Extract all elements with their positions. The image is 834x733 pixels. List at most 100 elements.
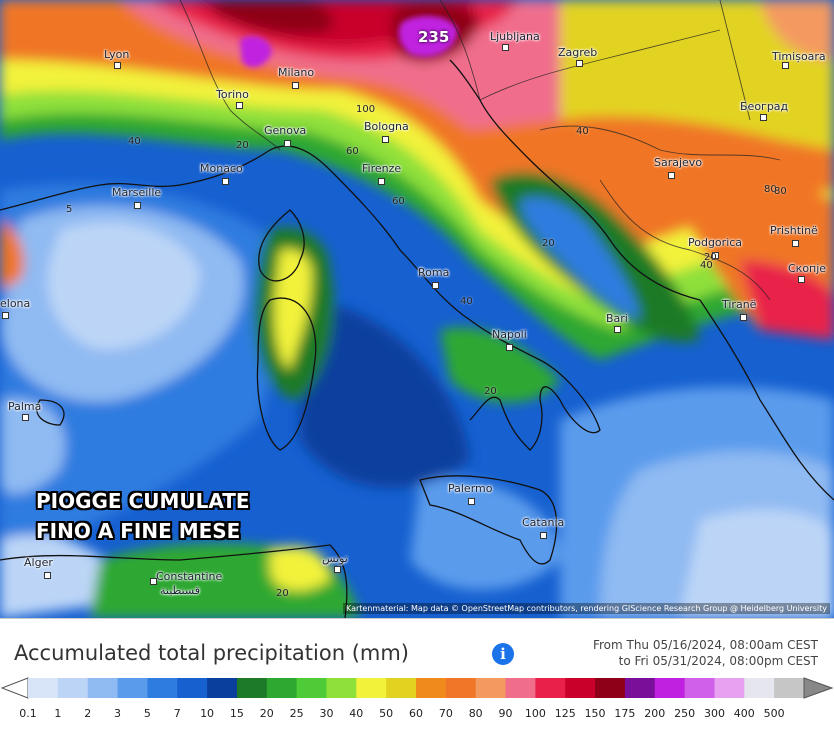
colorbar-swatch: [416, 678, 447, 698]
isoline-label: 80: [764, 184, 777, 195]
colorbar-tick: 0.1: [19, 707, 37, 720]
colorbar-tick: 25: [289, 707, 304, 720]
colorbar-swatch: [535, 678, 566, 698]
city-marker: [760, 114, 767, 121]
city-marker: [378, 178, 385, 185]
city-marker: [540, 532, 547, 539]
colorbar-tick: 20: [259, 707, 274, 720]
isoline-label: 100: [356, 104, 376, 115]
colorbar-swatch: [386, 678, 417, 698]
colorbar-tick: 90: [498, 707, 513, 720]
colorbar-tick: 400: [733, 707, 755, 720]
colorbar-tick: 150: [584, 707, 606, 720]
colorbar-tick: 10: [200, 707, 215, 720]
city-label: Zagreb: [558, 46, 598, 59]
city-label: Palermo: [448, 482, 493, 495]
colorbar-swatch: [87, 678, 119, 698]
colorbar-tick: 2: [84, 707, 92, 720]
city-marker: [432, 282, 439, 289]
colorbar-tick: 250: [674, 707, 696, 720]
colorbar-tick: 175: [614, 707, 636, 720]
parameter-title: Accumulated total precipitation (mm): [14, 641, 409, 665]
city-label: Monaco: [200, 162, 243, 175]
city-label: Genova: [264, 124, 307, 137]
date-range: From Thu 05/16/2024, 08:00am CEST to Fri…: [593, 637, 818, 669]
city-marker: [292, 82, 299, 89]
colorbar-swatch: [684, 678, 715, 698]
colorbar-tick-labels: 0.1 1 2 3 5 7 10 15 20 25 30 40 50 60 70 80 90 100 125 150 1…: [0, 707, 834, 723]
city-marker: [222, 178, 229, 185]
colorbar-tick: 100: [524, 707, 546, 720]
map-attribution[interactable]: Kartenmaterial: Map data © OpenStreetMap…: [342, 603, 830, 614]
colorbar-tick: 500: [763, 707, 785, 720]
colorbar-swatch: [565, 678, 596, 698]
city-label: Timișoara: [772, 50, 826, 63]
city-label: Tiranë: [722, 298, 757, 311]
city-marker: [506, 344, 513, 351]
city-marker: [502, 44, 509, 51]
city-marker: [134, 202, 141, 209]
max-value-label: 235: [418, 28, 450, 46]
city-label: Lyon: [104, 48, 130, 61]
colorbar-swatch: [117, 678, 148, 698]
city-label: Napoli: [492, 328, 527, 341]
colorbar-swatch: [177, 678, 208, 698]
precipitation-field: [0, 0, 834, 618]
city-label: Catania: [522, 516, 565, 529]
city-marker: [150, 578, 157, 585]
city-marker: [236, 102, 243, 109]
city-label: Sarajevo: [654, 156, 703, 169]
date-to: to Fri 05/31/2024, 08:00pm CEST: [618, 654, 818, 668]
colorbar-swatch: [595, 678, 626, 698]
colorbar-tick: 70: [438, 707, 453, 720]
city-label: Bari: [606, 312, 628, 325]
city-marker: [798, 276, 805, 283]
colorbar-swatch: [505, 678, 536, 698]
city-marker: [792, 240, 799, 247]
city-marker: [668, 172, 675, 179]
colorbar-swatch: [326, 678, 357, 698]
city-label: Constantine: [156, 570, 223, 583]
colorbar-tick: 40: [349, 707, 364, 720]
colorbar-swatch: [296, 678, 327, 698]
colorbar-tick: 1: [54, 707, 62, 720]
city-marker: [22, 414, 29, 421]
isoline-label: 60: [346, 146, 359, 157]
city-marker: [576, 60, 583, 67]
city-label: Alger: [24, 556, 53, 569]
city-marker: [614, 326, 621, 333]
date-from: From Thu 05/16/2024, 08:00am CEST: [592, 638, 818, 652]
colorbar-tick: 5: [143, 707, 151, 720]
precipitation-map[interactable]: Lyon Torino Milano Ljubljana Zagreb Timișoara…: [0, 0, 834, 618]
city-marker: [334, 566, 341, 573]
colorbar-swatch: [147, 678, 178, 698]
overlay-title: PIOGGE CUMULATE FINO A FINE MESE: [36, 486, 250, 546]
isoline-label: 60: [392, 196, 405, 207]
overlay-title-line2: FINO A FINE MESE: [36, 519, 241, 543]
city-marker: [114, 62, 121, 69]
colorbar-swatch: [207, 678, 238, 698]
isoline-label: 40: [128, 136, 141, 147]
isoline-label: 40: [460, 296, 473, 307]
colorbar-tick: 3: [114, 707, 122, 720]
city-label: Roma: [418, 266, 450, 279]
city-label: elona: [0, 297, 31, 310]
overlay-title-line1: PIOGGE CUMULATE: [36, 489, 250, 513]
colorbar-tick: 7: [173, 707, 181, 720]
city-label: تونس: [322, 552, 348, 565]
city-label: Prishtinë: [770, 224, 818, 237]
city-label: Podgorica: [688, 236, 743, 249]
city-label: Bologna: [364, 120, 409, 133]
isoline-label: 20: [542, 238, 555, 249]
info-icon[interactable]: i: [492, 643, 514, 665]
colorbar-swatch: [714, 678, 745, 698]
colorbar-tick: 300: [703, 707, 725, 720]
city-label: Palma: [8, 400, 42, 413]
colorbar-swatch: [356, 678, 387, 698]
colorbar-tick: 30: [319, 707, 334, 720]
city-label: Београд: [740, 100, 789, 113]
isoline-label: 40: [700, 260, 713, 271]
isoline-label: 20: [484, 386, 497, 397]
colorbar-swatch: [445, 678, 477, 698]
colorbar-tick: 50: [379, 707, 394, 720]
